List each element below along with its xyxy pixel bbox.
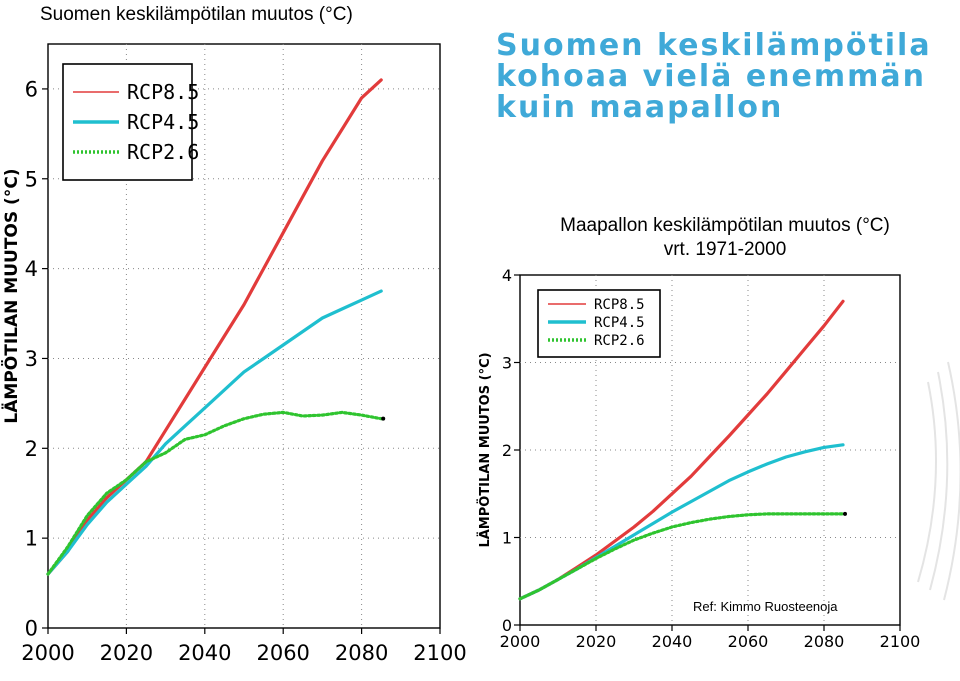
x-tick-label: 2040 [652,632,693,651]
right-chart-title-line2: vrt. 1971-2000 [663,239,787,260]
series-line-rcp26 [46,410,383,576]
legend-label: RCP4.5 [127,110,199,134]
series-end-marker [843,511,847,516]
y-axis-label: LÄMPÖTILAN MUUTOS (°C) [0,168,22,423]
legend-label: RCP8.5 [594,297,645,313]
legend-label: RCP8.5 [127,80,199,104]
y-tick-label: 2 [502,441,512,460]
plot-frame [47,43,441,629]
x-tick-label: 2080 [804,632,845,651]
x-tick-label: 2020 [100,641,153,665]
x-tick-label: 2000 [21,641,74,665]
y-tick-label: 4 [502,266,512,285]
x-tick-label: 2100 [413,641,466,665]
y-tick-label: 0 [502,616,512,635]
y-tick-label: 6 [25,77,38,101]
series-end-marker [381,416,386,421]
y-tick-label: 0 [25,617,38,641]
y-tick-label: 3 [502,353,512,372]
x-tick-label: 2060 [256,641,309,665]
x-tick-label: 2080 [335,641,388,665]
left-chart-title: Suomen keskilämpötilan muutos (°C) [40,4,353,25]
legend-label: RCP2.6 [594,333,645,349]
series-line-rcp85 [46,78,383,576]
x-tick-label: 2020 [576,632,617,651]
series-line-rcp26 [518,512,845,601]
y-tick-label: 4 [25,257,38,281]
y-tick-label: 5 [25,167,38,191]
x-tick-label: 2100 [880,632,921,651]
y-tick-label: 2 [25,437,38,461]
y-axis-label: LÄMPÖTILAN MUUTOS (°C) [477,352,493,547]
y-tick-label: 3 [25,347,38,371]
x-tick-label: 2000 [500,632,541,651]
x-tick-label: 2060 [728,632,769,651]
y-tick-label: 1 [502,528,512,547]
series-line-rcp45 [518,443,845,601]
right-chart-title: Maapallon keskilämpötilan muutos (°C) vr… [520,214,930,262]
legend-label: RCP4.5 [594,315,645,331]
reference-note: Ref: Kimmo Ruosteenoja [693,599,838,614]
x-tick-label: 2040 [178,641,231,665]
slide-title: Suomen keskilämpötila kohoaa vielä enemm… [496,28,932,125]
y-tick-label: 1 [25,527,38,551]
legend-label: RCP2.6 [127,140,199,164]
right-chart-title-line1: Maapallon keskilämpötilan muutos (°C) [560,215,890,236]
series-line-rcp45 [46,289,383,576]
